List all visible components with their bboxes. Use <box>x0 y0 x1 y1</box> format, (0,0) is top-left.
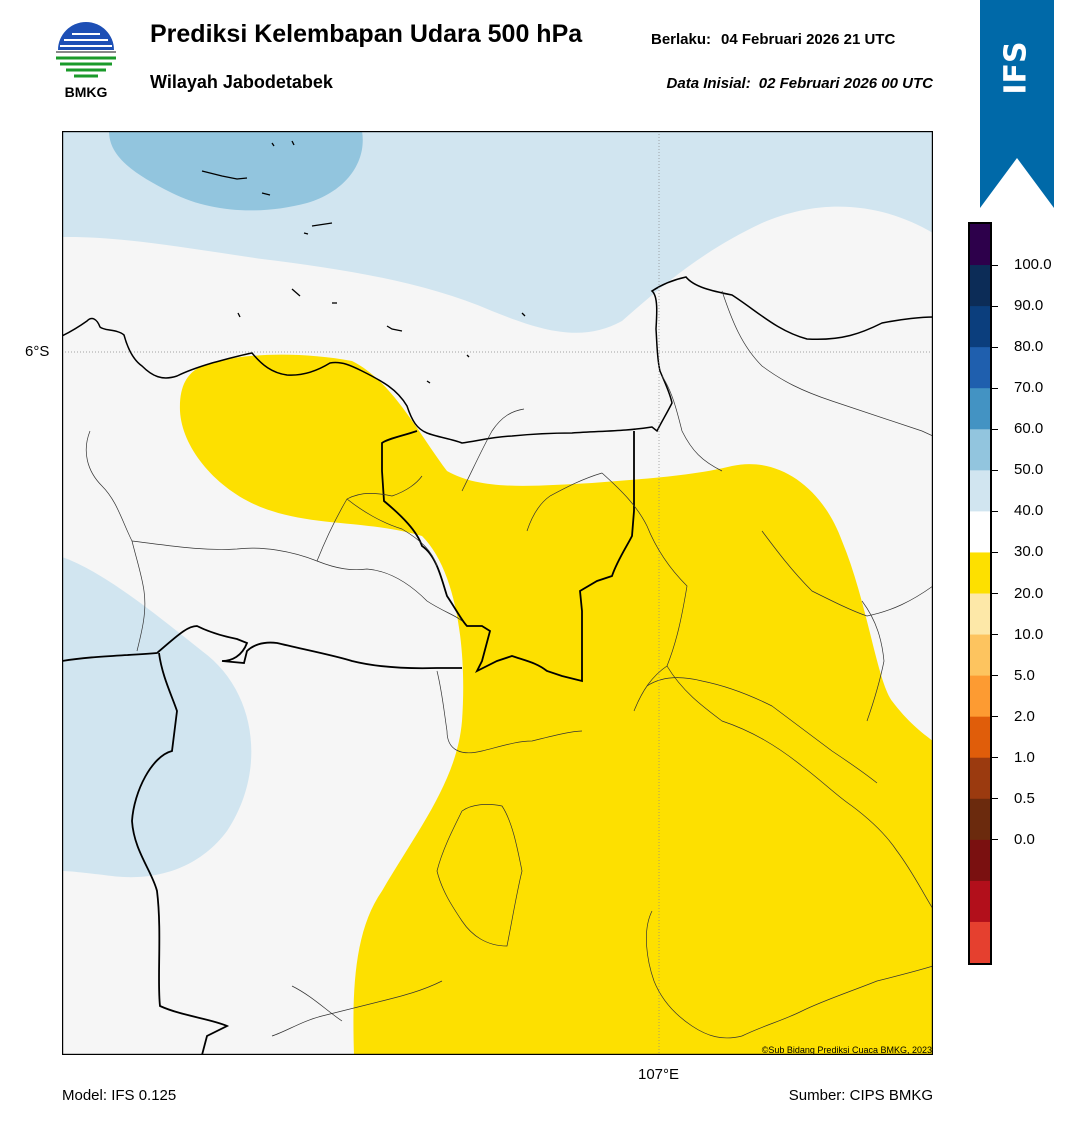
model-info: Model: IFS 0.125 <box>62 1087 177 1104</box>
islands <box>201 140 526 384</box>
colorbar-label: 0.5 <box>1014 789 1035 807</box>
colorbar-tick <box>992 798 998 800</box>
init-time: Data Inisial: 02 Februari 2026 00 UTC <box>667 75 933 92</box>
model-ribbon-icon <box>980 0 1054 208</box>
lat-label: 6°S <box>25 343 50 360</box>
colorbar-tick <box>992 716 998 718</box>
colorbar-label: 90.0 <box>1014 297 1044 315</box>
ribbon-text: IFS <box>999 41 1034 94</box>
colorbar-segment <box>970 880 990 923</box>
province-borders <box>62 430 635 1055</box>
colorbar-label: 0.0 <box>1014 830 1035 848</box>
map-title: Prediksi Kelembapan Udara 500 hPa <box>150 20 583 48</box>
gridlines <box>62 131 933 1055</box>
colorbar-segment <box>970 552 990 594</box>
colorbar-segment <box>970 265 990 307</box>
colorbar-label: 60.0 <box>1014 420 1044 438</box>
bmkg-logo-icon <box>56 22 116 78</box>
colorbar-segment <box>970 388 990 430</box>
colorbar-tick <box>992 675 998 677</box>
colorbar-label: 100.0 <box>1014 256 1052 274</box>
humidity-zone-60-70-north <box>109 131 363 211</box>
valid-time: Berlaku: 04 Februari 2026 21 UTC <box>651 31 895 48</box>
colorbar-tick <box>992 305 998 307</box>
colorbar-tick <box>992 346 998 348</box>
colorbar-segment <box>970 921 990 964</box>
colorbar-segment <box>970 716 990 759</box>
colorbar-tick <box>992 264 998 266</box>
colorbar-label: 80.0 <box>1014 338 1044 356</box>
colorbar-label: 10.0 <box>1014 625 1044 643</box>
colorbar-label: 70.0 <box>1014 379 1044 397</box>
colorbar-segment <box>970 347 990 389</box>
colorbar-segment <box>970 429 990 471</box>
source-info: Sumber: CIPS BMKG <box>788 1087 933 1104</box>
colorbar-segment <box>970 634 990 677</box>
colorbar-label: 30.0 <box>1014 543 1044 561</box>
colorbar-tick <box>992 469 998 471</box>
coastline <box>62 276 933 444</box>
colorbar-tick <box>992 839 998 841</box>
colorbar-segment <box>970 675 990 718</box>
model-ribbon-label: IFS <box>999 41 1034 94</box>
colorbar-segment <box>970 757 990 800</box>
colorbar-segment <box>970 798 990 841</box>
regency-borders <box>85 290 933 1039</box>
map-credit: ©Sub Bidang Prediksi Cuaca BMKG, 2023 <box>761 1045 932 1055</box>
colorbar-tick <box>992 593 998 594</box>
colorbar-segment <box>970 470 990 512</box>
init-label: Data Inisial: <box>666 75 751 92</box>
humidity-zone-30-40 <box>179 354 933 1055</box>
lon-label: 107°E <box>638 1066 680 1083</box>
colorbar-label: 50.0 <box>1014 461 1044 479</box>
colorbar-tick <box>992 510 998 512</box>
colorbar-segment <box>970 511 990 553</box>
colorbar-tick <box>992 387 998 389</box>
valid-value: 04 Februari 2026 21 UTC <box>721 31 896 48</box>
colorbar-tick <box>992 757 998 759</box>
colorbar-label: 2.0 <box>1014 707 1035 725</box>
init-value: 02 Februari 2026 00 UTC <box>758 75 933 92</box>
logo-text: BMKG <box>64 84 108 100</box>
colorbar-segment <box>970 593 990 636</box>
colorbar-tick <box>992 428 998 430</box>
colorbar-label: 20.0 <box>1014 584 1044 602</box>
humidity-map <box>62 131 933 1055</box>
colorbar-segment <box>970 839 990 882</box>
valid-label: Berlaku: <box>651 31 712 48</box>
colorbar-tick <box>992 634 998 636</box>
colorbar-label: 5.0 <box>1014 666 1035 684</box>
colorbar-segment <box>970 306 990 348</box>
colorbar <box>968 222 992 965</box>
colorbar-segment <box>970 224 990 266</box>
colorbar-label: 40.0 <box>1014 502 1044 520</box>
map-subtitle: Wilayah Jabodetabek <box>150 72 333 92</box>
colorbar-tick <box>992 551 998 553</box>
colorbar-label: 1.0 <box>1014 748 1035 766</box>
humidity-zone-50-60-west <box>62 557 252 878</box>
